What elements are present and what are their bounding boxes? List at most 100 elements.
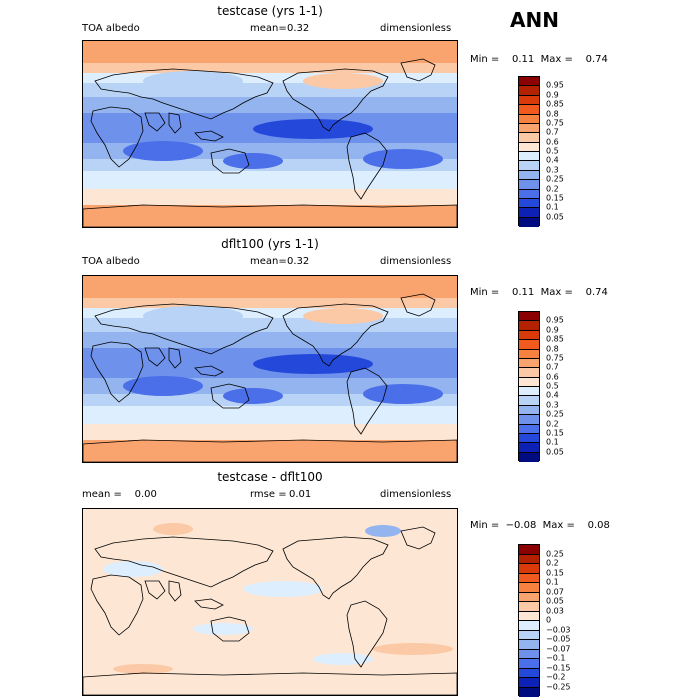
contour-region <box>123 141 203 161</box>
min-max-stats: Min = 0.11 Max = 0.74 <box>470 287 608 298</box>
colorbar-tick-label: 0.3 <box>546 400 559 410</box>
units-label: dimensionless <box>380 489 452 500</box>
world-map <box>83 276 457 462</box>
colorbar-swatch <box>519 95 539 106</box>
diff-mean-label: mean = 0.00 <box>82 489 157 500</box>
colorbar-tick-label: 0.15 <box>546 568 564 577</box>
colorbar-tick-label: 0.07 <box>546 587 564 596</box>
colorbar-tick-label: 0.5 <box>546 146 559 156</box>
contour-band <box>83 440 457 462</box>
colorbar-tick-label: 0.6 <box>546 137 559 147</box>
coastline <box>83 204 457 227</box>
colorbar-tick-label: 0.4 <box>546 155 559 165</box>
colorbar-tick-label: 0.9 <box>546 325 559 335</box>
colorbar-tick-label: 0.05 <box>546 447 564 457</box>
colorbar-swatch <box>519 602 539 612</box>
colorbar-swatch <box>519 415 539 425</box>
variable-label: TOA albedo <box>82 23 140 34</box>
coastline <box>168 112 182 134</box>
colorbar-tick-label: 0.85 <box>546 334 564 344</box>
colorbar-swatch <box>519 621 539 631</box>
colorbar-swatch <box>519 396 539 406</box>
colorbar-swatch <box>519 405 539 416</box>
colorbar-tick-label: 0.2 <box>546 419 559 428</box>
mean-value: 0.32 <box>287 23 310 34</box>
colorbar-swatch <box>519 170 539 181</box>
coastline <box>400 293 436 317</box>
coastline <box>194 598 224 610</box>
contour-band <box>83 189 457 205</box>
colorbar-tick-label: −0.2 <box>546 672 566 682</box>
coastline <box>282 68 389 132</box>
variable-label: TOA albedo <box>82 256 140 267</box>
colorbar-swatch <box>519 443 539 453</box>
colorbar-swatch <box>519 554 539 564</box>
colorbar-tick-label: 0 <box>546 615 552 625</box>
colorbar-swatch <box>519 678 539 688</box>
contour-band <box>83 83 457 97</box>
colorbar-tick-label: 0.75 <box>546 118 564 128</box>
colorbar-swatch <box>519 133 539 143</box>
contour-band <box>83 509 457 695</box>
colorbar-swatch <box>519 545 539 555</box>
contour-band <box>83 318 457 332</box>
world-map <box>83 509 457 695</box>
colorbar-swatch <box>519 687 539 697</box>
contour-region <box>253 119 373 139</box>
colorbar-swatch <box>519 349 539 359</box>
colorbar-swatch <box>519 180 539 190</box>
contour-band <box>83 298 457 308</box>
albedo-map <box>82 40 458 228</box>
colorbar-swatch <box>519 152 539 162</box>
coastline <box>90 106 144 168</box>
colorbar-tick-label: −0.1 <box>546 653 566 663</box>
contour-region <box>123 376 203 396</box>
panel-title: testcase (yrs 1-1) <box>217 4 323 18</box>
colorbar-tick-label: 0.2 <box>546 184 559 193</box>
units-label: dimensionless <box>380 23 452 34</box>
colorbar-tick-label: 0.1 <box>546 202 559 212</box>
colorbar-tick-label: 0.15 <box>546 428 564 438</box>
contour-region <box>153 523 193 535</box>
colorbar <box>518 76 540 227</box>
coastline <box>94 536 274 588</box>
contour-region <box>373 643 453 655</box>
coastline <box>346 367 388 435</box>
colorbar-tick-label: 0.95 <box>546 80 564 90</box>
coastline <box>346 132 388 200</box>
colorbar-tick-label: 0.8 <box>546 344 559 353</box>
colorbar-tick-label: 0.95 <box>546 315 564 325</box>
colorbar-tick-label: 0.7 <box>546 362 559 372</box>
panel-dflt100: dflt100 (yrs 1-1) TOA albedo mean= 0.32 … <box>0 233 700 468</box>
colorbar-tick-label: 0.4 <box>546 390 559 400</box>
colorbar-swatch <box>519 198 539 209</box>
contour-band <box>83 406 457 424</box>
panel-title: dflt100 (yrs 1-1) <box>221 237 319 251</box>
colorbar-tick-label: 0.2 <box>546 558 559 568</box>
colorbar-tick-label: 0.85 <box>546 99 564 109</box>
colorbar-swatch <box>519 611 539 621</box>
colorbar-swatch <box>519 573 539 583</box>
coastline <box>94 68 274 120</box>
colorbar-swatch <box>519 377 539 387</box>
coastline <box>168 347 182 369</box>
colorbar <box>518 311 540 462</box>
colorbar-tick-label: 0.6 <box>546 372 559 382</box>
colorbar-swatch <box>519 114 539 124</box>
contour-region <box>313 653 373 665</box>
panel-difference: testcase - dflt100 mean = 0.00 rmse = 0.… <box>0 466 700 700</box>
colorbar-tick-label: 0.7 <box>546 127 559 137</box>
contour-region <box>303 73 383 89</box>
colorbar-swatch <box>519 208 539 218</box>
colorbar-swatch <box>519 321 539 331</box>
coastline <box>83 439 457 462</box>
colorbar-swatch <box>519 583 539 593</box>
coastline <box>346 600 388 668</box>
contour-band <box>83 73 457 83</box>
units-label: dimensionless <box>380 256 452 267</box>
colorbar-tick-label: 0.1 <box>546 437 559 447</box>
min-max-stats: Min = −0.08 Max = 0.08 <box>470 520 610 531</box>
contour-band <box>83 41 457 63</box>
contour-region <box>143 71 243 91</box>
coastline <box>194 365 224 377</box>
